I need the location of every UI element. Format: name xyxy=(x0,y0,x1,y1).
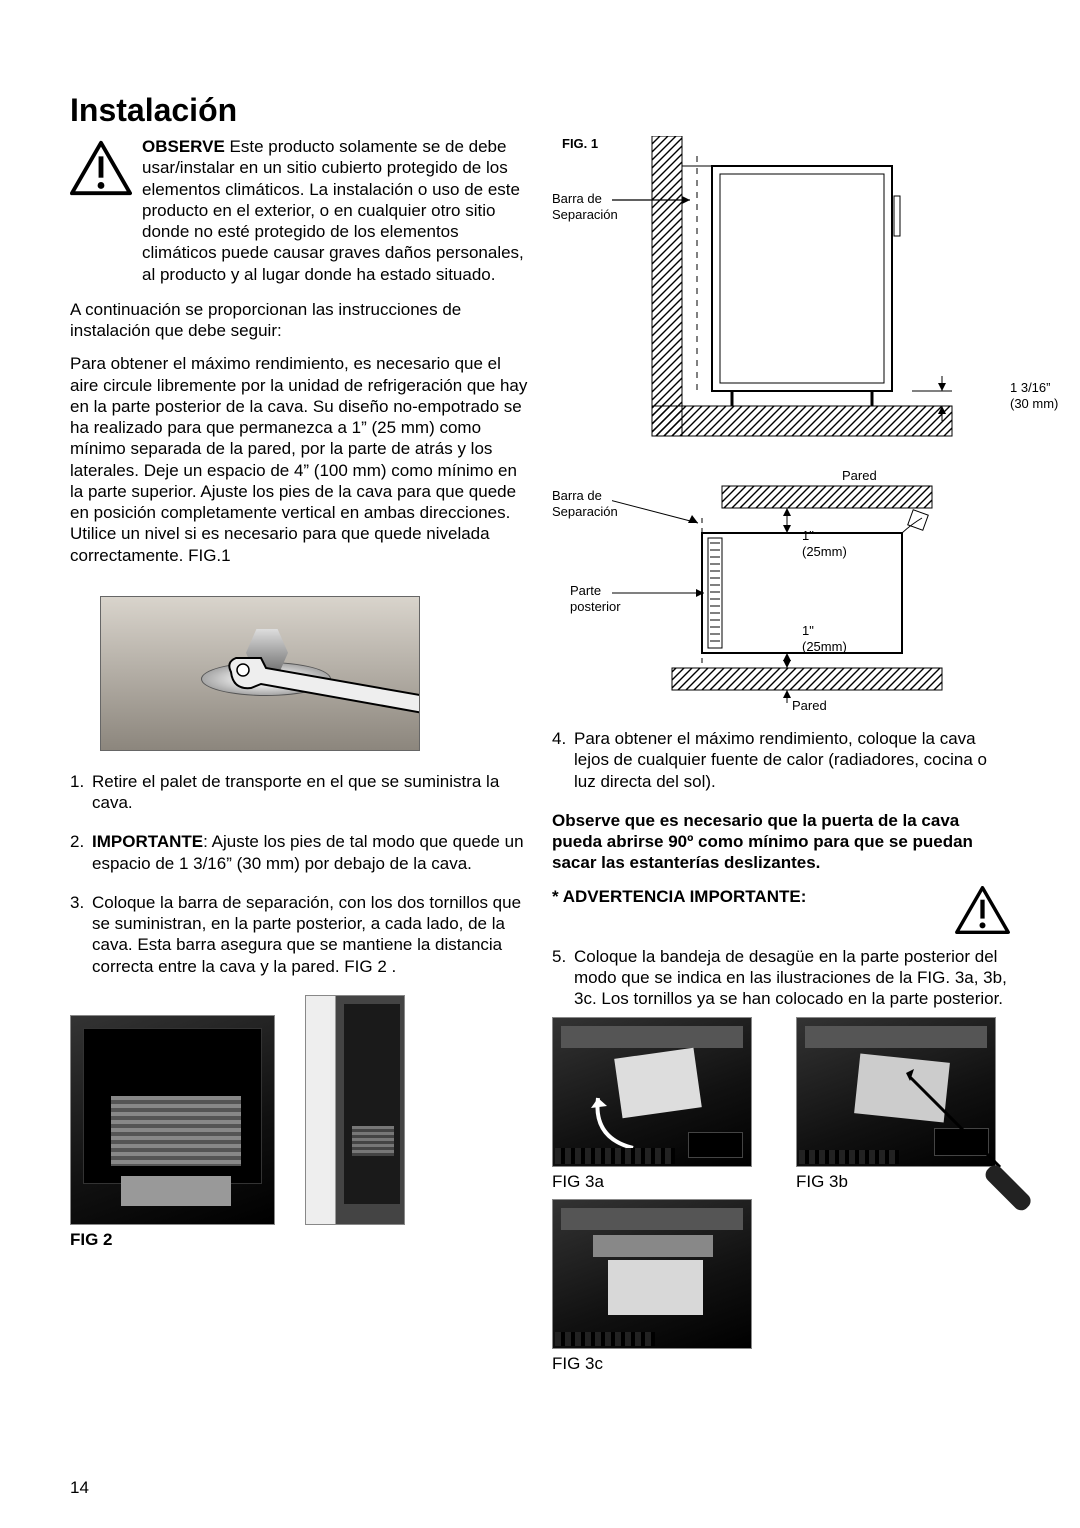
right-column: FIG. 1 Barra de Separación 1 3/16” (30 m… xyxy=(552,136,1010,1374)
fig1-label: FIG. 1 xyxy=(562,136,598,152)
fig2-caption: FIG 2 xyxy=(70,1229,528,1250)
step-5-text: Coloque la bandeja de desagüe en la part… xyxy=(574,946,1010,1010)
fig-topview-diagram: Barra de Separación Parte posterior Pare… xyxy=(552,468,1010,718)
fig2-photo-left xyxy=(70,1015,275,1225)
fig2-photo-right xyxy=(305,995,405,1225)
fig3a-caption: FIG 3a xyxy=(552,1171,766,1192)
step-1-text: Retire el palet de transporte en el que … xyxy=(92,771,528,814)
fig1-diagram: FIG. 1 Barra de Separación 1 3/16” (30 m… xyxy=(552,136,1010,456)
warning-icon-small xyxy=(955,886,1010,934)
observe-label: OBSERVE xyxy=(142,137,225,156)
fig3c-photo xyxy=(552,1199,752,1349)
door-90-paragraph: Observe que es necesario que la puerta d… xyxy=(552,810,1010,874)
step-1: 1.Retire el palet de transporte en el qu… xyxy=(70,771,528,814)
step-2-bold: IMPORTANTE xyxy=(92,832,203,851)
page-title: Instalación xyxy=(70,90,1010,130)
fig1-dim-a: 1 3/16” xyxy=(1010,380,1050,395)
step-4-text: Para obtener el máximo rendimiento, colo… xyxy=(574,728,1010,792)
advertencia-label: * ADVERTENCIA IMPORTANTE: xyxy=(552,886,1010,907)
main-paragraph: Para obtener el máximo rendimiento, es n… xyxy=(70,353,528,566)
step-3-text: Coloque la barra de separación, con los … xyxy=(92,892,528,977)
left-column: OBSERVE Este producto solamente se de de… xyxy=(70,136,528,1374)
warning-icon xyxy=(70,140,132,196)
leveling-foot-photo xyxy=(100,596,420,751)
page-number: 14 xyxy=(70,1477,89,1498)
step-3: 3.Coloque la barra de separación, con lo… xyxy=(70,892,528,977)
observe-text: Este producto solamente se de debe usar/… xyxy=(142,137,524,284)
step-2: 2.IMPORTANTE: Ajuste los pies de tal mod… xyxy=(70,831,528,874)
fig3c-caption: FIG 3c xyxy=(552,1353,1010,1374)
step-5: 5.Coloque la bandeja de desagüe en la pa… xyxy=(552,946,1010,1010)
observe-paragraph: OBSERVE Este producto solamente se de de… xyxy=(142,136,528,285)
screwdriver-icon xyxy=(890,1057,1060,1227)
fig1-dim-b: (30 mm) xyxy=(1010,396,1058,411)
step-4: 4.Para obtener el máximo rendimiento, co… xyxy=(552,728,1010,792)
fig3a-photo xyxy=(552,1017,752,1167)
intro-paragraph: A continuación se proporcionan las instr… xyxy=(70,299,528,342)
